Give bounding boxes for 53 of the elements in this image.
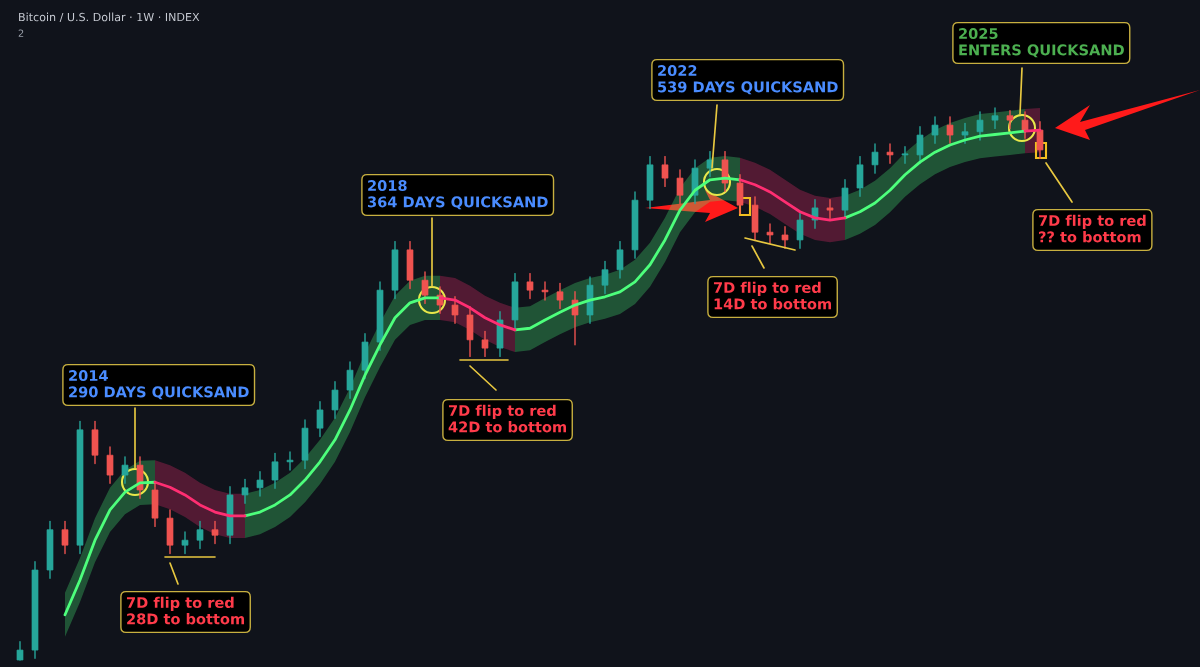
annotation: 2018 364 DAYS QUICKSAND (367, 180, 548, 210)
candlestick (286, 451, 294, 471)
candlestick (991, 107, 999, 130)
candlestick (946, 116, 954, 145)
candlestick (661, 155, 669, 188)
candlestick (106, 446, 114, 485)
candlestick (841, 179, 849, 220)
annotation: 7D flip to red ?? to bottom (1038, 214, 1146, 243)
candlestick (916, 126, 924, 164)
candlestick (61, 520, 69, 555)
candlestick (211, 520, 219, 545)
annotation: 2014 290 DAYS QUICKSAND (69, 370, 249, 400)
chart-title: Bitcoin / U.S. Dollar · 1W · INDEX (19, 12, 200, 23)
candlestick (856, 155, 864, 198)
candlestick (331, 381, 339, 419)
candlestick (481, 330, 489, 358)
candlestick (1021, 111, 1029, 140)
candlestick (616, 240, 624, 279)
candlestick (796, 211, 804, 249)
candlestick (826, 198, 834, 220)
candlestick (901, 145, 909, 164)
annotation: 7D flip to red 28D to bottom (126, 596, 245, 625)
candlestick (526, 272, 534, 300)
candlestick (181, 531, 189, 555)
candlestick (271, 452, 279, 490)
text: 2 (18, 29, 24, 37)
candlestick (766, 223, 774, 244)
candlestick (781, 225, 789, 249)
candlestick (721, 150, 729, 193)
candlestick (256, 471, 264, 497)
candlestick (16, 641, 24, 661)
candlestick (316, 400, 324, 438)
candlestick (871, 143, 879, 174)
candlestick (1006, 110, 1014, 130)
annotation: 7D flip to red 14D to bottom (713, 281, 832, 310)
candlestick (196, 520, 204, 550)
candlestick (451, 296, 459, 324)
candlestick (241, 478, 249, 504)
text: 2022 539 DAYS QUICKSAND (658, 65, 838, 95)
candlestick (736, 174, 744, 215)
candlestick (886, 143, 894, 164)
text: 2025 ENTERS QUICKSAND (959, 28, 1124, 58)
candlestick (346, 361, 354, 400)
candlestick (961, 122, 969, 145)
candlestick (601, 260, 609, 295)
candlestick (676, 169, 684, 205)
candlestick (931, 116, 939, 145)
candlestick (421, 271, 429, 305)
candlestick (541, 281, 549, 301)
candlestick (121, 456, 129, 485)
annotation: 7D flip to red 42D to bottom (448, 404, 567, 433)
candlestick (556, 282, 564, 310)
candlestick (976, 111, 984, 141)
